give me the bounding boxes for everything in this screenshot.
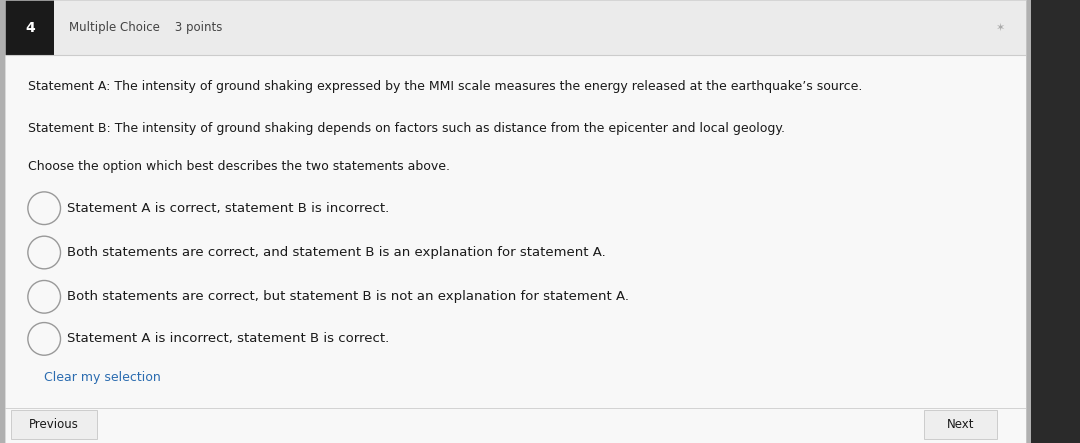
FancyBboxPatch shape [11,410,97,439]
Text: ✶: ✶ [996,23,1005,33]
Text: Previous: Previous [29,418,79,431]
Text: 4: 4 [25,21,35,35]
Text: Statement A: The intensity of ground shaking expressed by the MMI scale measures: Statement A: The intensity of ground sha… [28,80,862,93]
Text: Statement B: The intensity of ground shaking depends on factors such as distance: Statement B: The intensity of ground sha… [28,122,785,135]
Text: Both statements are correct, and statement B is an explanation for statement A.: Both statements are correct, and stateme… [67,246,606,259]
FancyBboxPatch shape [5,0,54,55]
Text: Next: Next [947,418,974,431]
FancyBboxPatch shape [5,0,1026,55]
FancyBboxPatch shape [924,410,998,439]
Text: Statement A is incorrect, statement B is correct.: Statement A is incorrect, statement B is… [67,332,389,346]
Text: Choose the option which best describes the two statements above.: Choose the option which best describes t… [28,159,450,173]
Text: Both statements are correct, but statement B is not an explanation for statement: Both statements are correct, but stateme… [67,290,629,303]
Text: Statement A is correct, statement B is incorrect.: Statement A is correct, statement B is i… [67,202,389,215]
Text: Multiple Choice    3 points: Multiple Choice 3 points [69,21,222,34]
Text: Clear my selection: Clear my selection [44,371,161,384]
